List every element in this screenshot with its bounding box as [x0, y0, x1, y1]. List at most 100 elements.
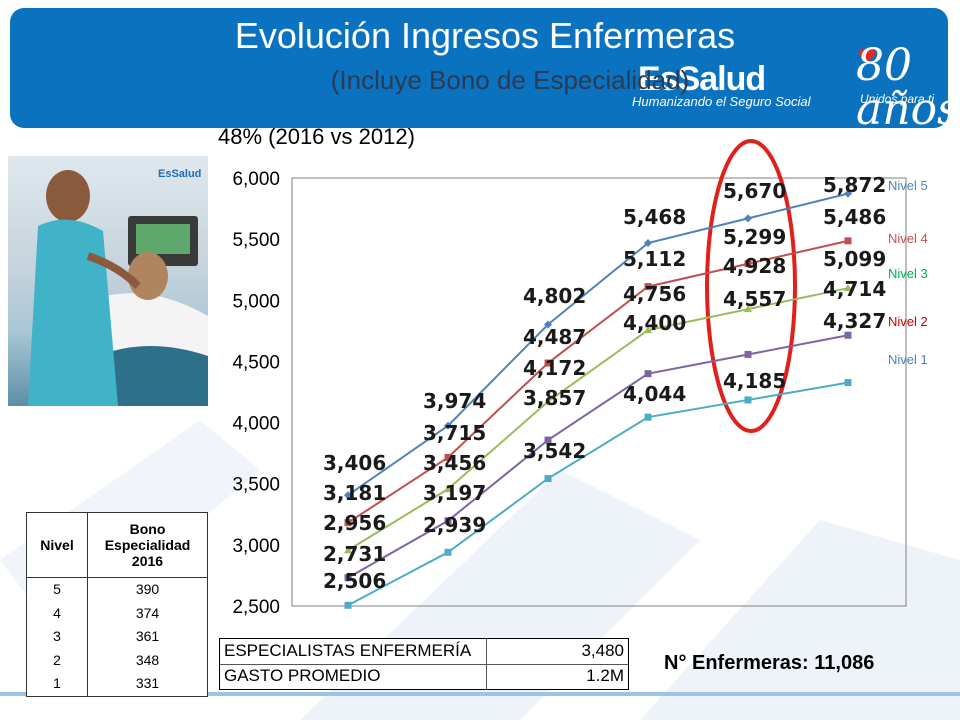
data-label: 4,756	[623, 282, 686, 306]
stats-label: ESPECIALISTAS ENFERMERÍA	[224, 641, 472, 660]
data-point	[444, 421, 452, 430]
data-point	[644, 283, 652, 291]
data-point	[744, 214, 752, 223]
data-label: 5,299	[723, 225, 786, 249]
legend-label: Nivel 1	[888, 352, 928, 367]
data-point	[444, 548, 452, 556]
data-point	[744, 350, 752, 358]
data-label: 4,327	[823, 309, 886, 333]
data-label: 3,715	[423, 421, 486, 445]
enfermeras-value: 11,086	[814, 652, 875, 674]
data-label: 5,670	[723, 179, 786, 203]
data-point	[644, 413, 652, 421]
data-point	[444, 485, 452, 493]
stats-row: ESPECIALISTAS ENFERMERÍA 3,480	[220, 639, 628, 663]
data-point	[744, 260, 752, 268]
y-tick-label: 6,000	[232, 169, 280, 190]
data-point	[644, 239, 652, 248]
heart-icon	[858, 48, 876, 63]
brand-tagline: Humanizando el Seguro Social	[632, 94, 811, 109]
data-point	[844, 189, 852, 198]
data-label: 4,487	[523, 325, 586, 349]
enfermeras-label: N° Enfermeras:	[664, 652, 809, 674]
nurse-photo: EsSalud	[8, 156, 208, 406]
data-label: 5,468	[623, 205, 686, 229]
series-line	[347, 287, 849, 552]
legend-label: Nivel 3	[888, 266, 928, 281]
brand-logo-text: EsSalud	[638, 60, 766, 98]
y-tick-label: 4,500	[232, 352, 280, 373]
page-subtitle: (Incluye Bono de Especialidad)	[330, 65, 690, 95]
y-tick-label: 4,000	[232, 414, 280, 435]
legend-label: Nivel 2	[888, 314, 928, 329]
data-point	[344, 519, 352, 527]
series-line	[347, 192, 849, 497]
data-point	[544, 359, 552, 367]
stats-row-divider	[220, 664, 628, 665]
data-label: 3,542	[523, 439, 586, 463]
y-tick-label: 2,500	[232, 597, 280, 618]
data-point	[344, 491, 352, 500]
y-tick-label: 5,500	[232, 230, 280, 251]
data-label: 4,044	[623, 382, 686, 406]
data-label: 3,181	[323, 481, 386, 505]
data-label: 3,456	[423, 451, 486, 475]
data-label: 4,185	[723, 369, 786, 393]
data-point	[844, 331, 852, 339]
data-label: 4,802	[523, 284, 586, 308]
data-point	[644, 370, 652, 378]
data-label: 4,928	[723, 254, 786, 278]
data-label: 3,406	[323, 451, 386, 475]
data-point	[744, 305, 752, 313]
stats-label: GASTO PROMEDIO	[224, 666, 381, 685]
data-label: 5,872	[823, 173, 886, 197]
enfermeras-count: N° Enfermeras: 11,086	[664, 652, 874, 675]
stats-value: 1.2M	[586, 666, 624, 685]
series-line	[347, 239, 849, 524]
data-label: 2,956	[323, 511, 386, 535]
growth-note: 48% (2016 vs 2012)	[218, 124, 415, 149]
bono-value-column: 390 374 361 348 331	[87, 577, 208, 697]
data-point	[444, 453, 452, 461]
data-point	[644, 326, 652, 334]
anniversary-logo: 80 años	[856, 40, 960, 135]
data-point	[844, 237, 852, 245]
bono-header-nivel: Nivel	[26, 512, 88, 578]
data-label: 3,974	[423, 389, 486, 413]
series-line	[347, 334, 849, 579]
stats-value: 3,480	[581, 641, 624, 660]
highlight-ellipse	[705, 139, 797, 433]
stats-box: ESPECIALISTAS ENFERMERÍA 3,480 GASTO PRO…	[219, 638, 629, 690]
stats-row: GASTO PROMEDIO 1.2M	[220, 664, 628, 688]
data-label: 3,197	[423, 481, 486, 505]
data-label: 4,557	[723, 287, 786, 311]
legend-label: Nivel 4	[888, 231, 928, 246]
page-title: Evolución Ingresos Enfermeras	[234, 15, 736, 56]
data-label: 2,939	[423, 513, 486, 537]
data-label: 5,112	[623, 247, 686, 271]
y-tick-label: 3,000	[232, 536, 280, 557]
data-point	[344, 601, 352, 609]
data-label: 3,857	[523, 386, 586, 410]
data-point	[544, 475, 552, 483]
y-tick-label: 5,000	[232, 291, 280, 312]
data-label: 4,714	[823, 277, 886, 301]
data-label: 4,400	[623, 311, 686, 335]
data-point	[344, 546, 352, 554]
header-banner: EsSalud Humanizando el Seguro Social 80 …	[10, 8, 960, 132]
data-label: 4,172	[523, 356, 586, 380]
data-point	[544, 436, 552, 444]
data-point	[844, 379, 852, 387]
y-tick-label: 3,500	[232, 475, 280, 496]
data-point	[444, 517, 452, 525]
data-label: 2,506	[323, 569, 386, 593]
data-point	[544, 397, 552, 405]
data-label: 2,731	[323, 542, 386, 566]
photo-sign: EsSalud	[158, 168, 202, 180]
bono-nivel-column: 5 4 3 2 1	[26, 577, 88, 697]
photo-illustration	[28, 170, 208, 406]
series-line	[347, 381, 849, 607]
data-label: 5,486	[823, 205, 886, 229]
data-point	[744, 396, 752, 404]
